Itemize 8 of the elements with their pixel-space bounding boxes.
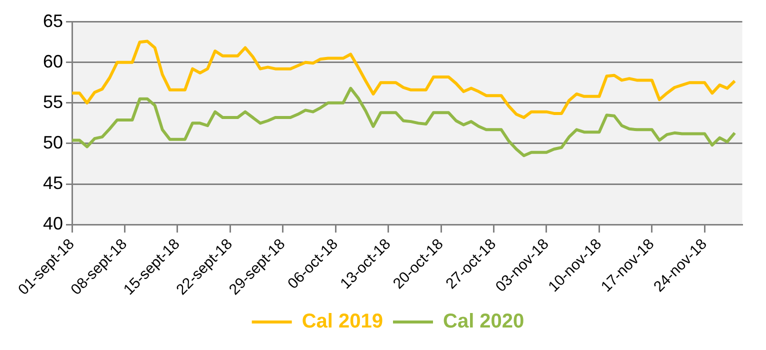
legend-label: Cal 2019 [302,310,383,333]
y-tick-label: 45 [42,172,63,193]
legend-label: Cal 2020 [443,310,524,333]
y-tick-label: 65 [42,10,63,31]
y-tick-label: 40 [42,214,63,234]
y-tick-label: 50 [42,132,63,152]
y-tick-label: 60 [42,51,63,72]
y-tick-label: 55 [42,92,63,112]
